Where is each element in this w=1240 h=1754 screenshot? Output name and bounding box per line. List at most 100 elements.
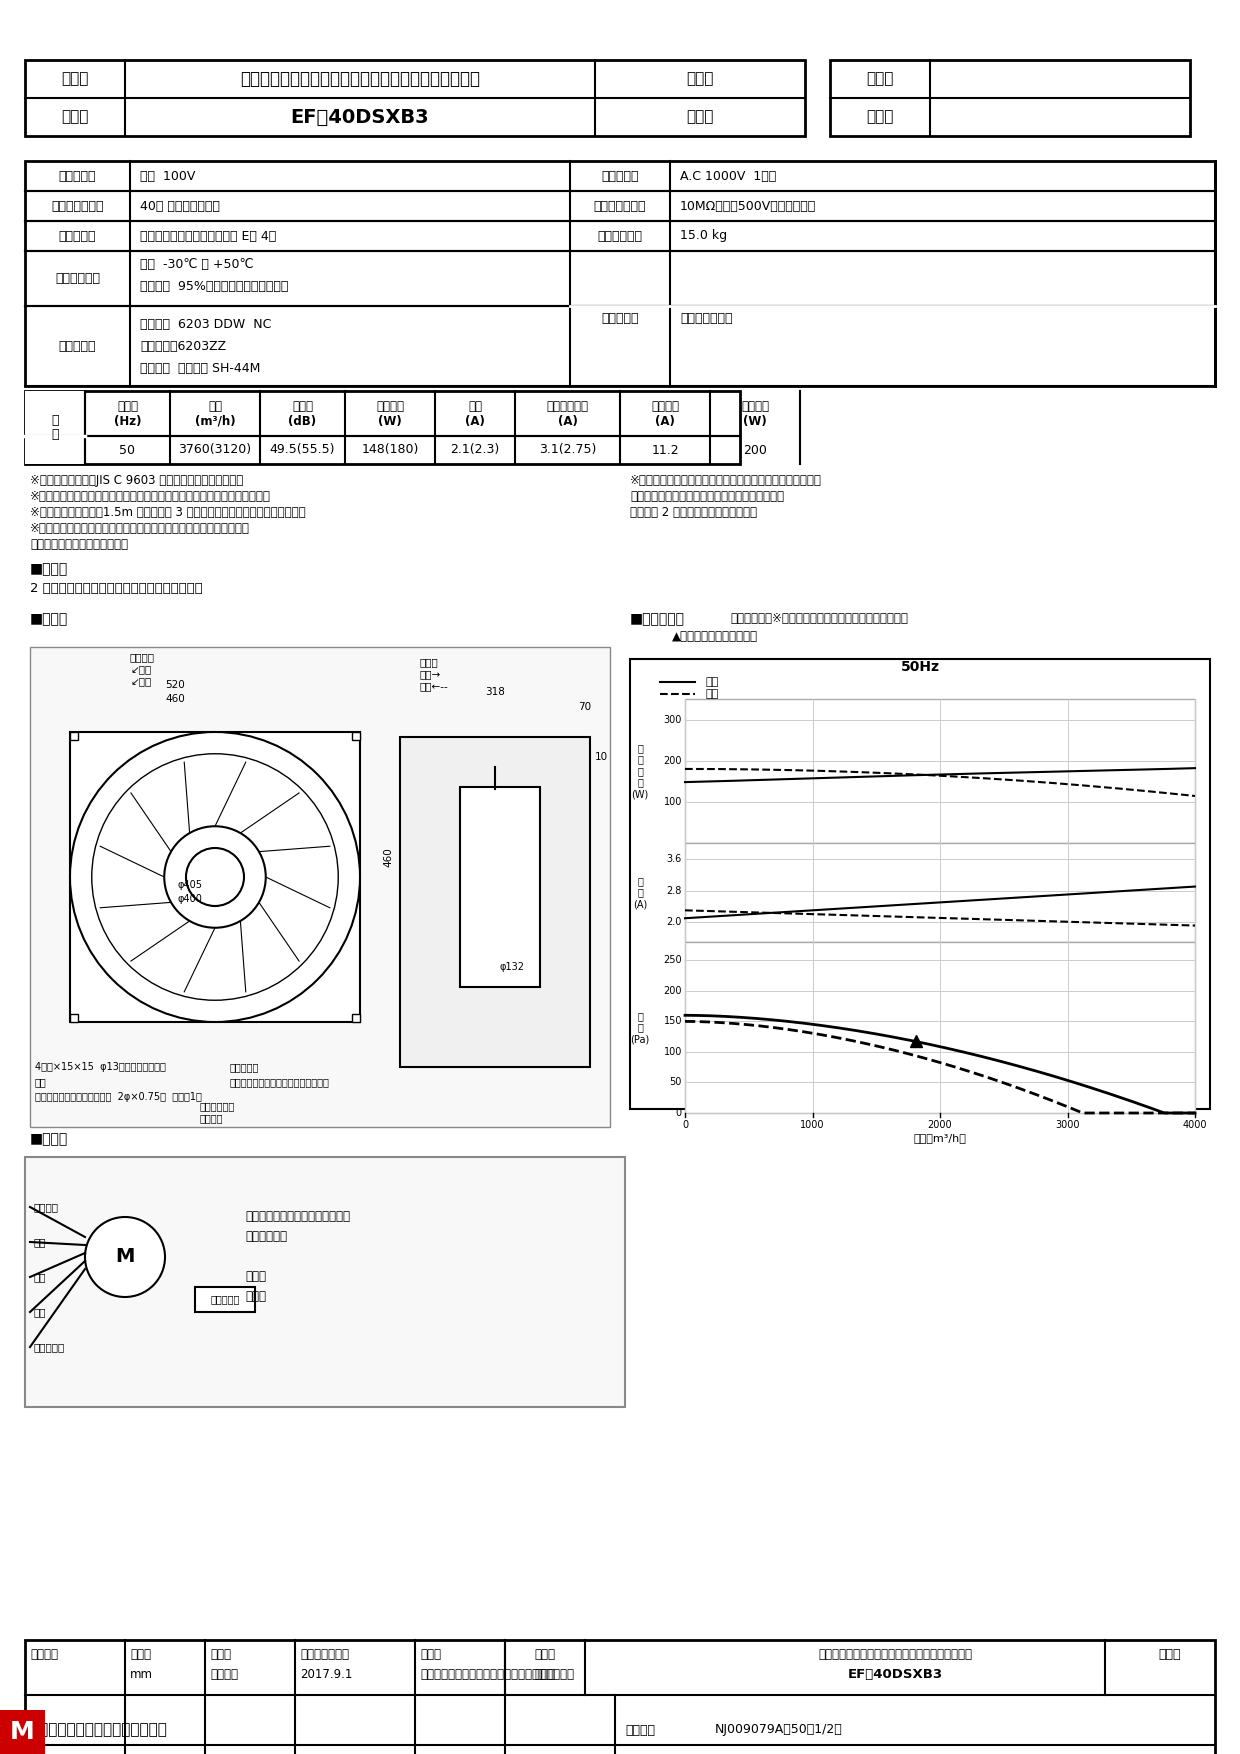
- Bar: [684, 942, 1195, 1114]
- Circle shape: [86, 1217, 165, 1296]
- Text: 排気→: 排気→: [420, 668, 441, 679]
- Bar: [352, 731, 360, 740]
- Text: ■お願い: ■お願い: [30, 561, 68, 575]
- Text: 単　位: 単 位: [130, 1649, 151, 1661]
- Text: 3760(3120): 3760(3120): [179, 444, 252, 456]
- Text: 給気の場合の
羽根位置: 給気の場合の 羽根位置: [200, 1102, 236, 1123]
- Text: 全閉形コンデンサ誘導電動機 E種 4極: 全閉形コンデンサ誘導電動機 E種 4極: [140, 230, 277, 242]
- Circle shape: [186, 847, 244, 907]
- Text: 消費電力
(W): 消費電力 (W): [376, 400, 404, 428]
- Text: 三菱電機株式会社　中津川製作所: 三菱電機株式会社 中津川製作所: [30, 1722, 167, 1738]
- Text: 静
圧
(Pa): 静 圧 (Pa): [630, 1010, 650, 1044]
- Text: 2.8: 2.8: [667, 886, 682, 896]
- Bar: [25, 161, 1215, 386]
- Bar: [684, 700, 1195, 844]
- Text: 耐　電　圧: 耐 電 圧: [601, 170, 639, 182]
- Text: 取付: 取付: [35, 1077, 47, 1087]
- Text: φ405: φ405: [177, 881, 202, 889]
- Text: コンデンサ: コンデンサ: [211, 1294, 239, 1303]
- Text: ステンレス地色: ステンレス地色: [680, 312, 733, 324]
- Text: 負荷側　  6203 DDW  NC: 負荷側 6203 DDW NC: [140, 317, 272, 330]
- Text: 100: 100: [663, 1047, 682, 1058]
- Text: 0: 0: [682, 1121, 688, 1130]
- Text: 消
費
電
力
(W): 消 費 電 力 (W): [631, 742, 649, 800]
- Text: 周波数
(Hz): 周波数 (Hz): [114, 400, 141, 428]
- Bar: [830, 60, 1190, 137]
- Text: 3.1(2.75): 3.1(2.75): [539, 444, 596, 456]
- Text: 色　　　調: 色 調: [601, 312, 639, 324]
- Text: 産業用有圧換気扇（低騒音形ステンレスタイプ）: 産業用有圧換気扇（低騒音形ステンレスタイプ）: [420, 1668, 574, 1682]
- Text: 風量（m³/h）: 風量（m³/h）: [914, 1133, 966, 1144]
- Text: 電
流
(A): 電 流 (A): [632, 875, 647, 909]
- Text: 質　　　　量: 質 量: [598, 230, 642, 242]
- Text: 11.2: 11.2: [651, 444, 678, 456]
- Bar: [401, 737, 590, 1066]
- Text: 50: 50: [670, 1077, 682, 1087]
- Text: アカ: アカ: [33, 1307, 46, 1317]
- Text: 40㎝ 金属製軸流羽根: 40㎝ 金属製軸流羽根: [140, 200, 219, 212]
- Text: 絶　縁　抵　抗: 絶 縁 抵 抗: [594, 200, 646, 212]
- Bar: [684, 844, 1195, 942]
- Text: 250: 250: [663, 956, 682, 965]
- Text: 460: 460: [165, 695, 185, 703]
- Text: 給気: 給気: [706, 689, 718, 700]
- Text: 整理番号: 整理番号: [625, 1724, 655, 1736]
- Text: 460: 460: [383, 847, 393, 866]
- Text: 回転方向: 回転方向: [130, 652, 155, 661]
- Text: ア－ス線: ア－ス線: [33, 1201, 58, 1212]
- Text: 三菱産業用有圧換気扇（低騒音形ステンレスタイプ）: 三菱産業用有圧換気扇（低騒音形ステンレスタイプ）: [241, 70, 480, 88]
- Text: クロ: クロ: [33, 1272, 46, 1282]
- Bar: [69, 1014, 78, 1023]
- Text: 形　名: 形 名: [534, 1668, 556, 1682]
- Text: 100: 100: [663, 796, 682, 807]
- Bar: [69, 731, 78, 740]
- Bar: [25, 391, 86, 465]
- Bar: [25, 1158, 625, 1407]
- Text: （詳細は 2 ページをご参照ください）: （詳細は 2 ページをご参照ください）: [630, 505, 756, 519]
- Text: ■外形図: ■外形図: [30, 612, 68, 626]
- Text: φ132: φ132: [500, 961, 525, 972]
- Text: 300: 300: [663, 714, 682, 724]
- Text: 70: 70: [578, 702, 591, 712]
- Text: （　）表示は給気時の値です。: （ ）表示は給気時の値です。: [30, 538, 128, 551]
- Text: ※風量はオリフィスチャンバー法による。: ※風量はオリフィスチャンバー法による。: [730, 612, 908, 626]
- Text: NJ009079A－50（1/2）: NJ009079A－50（1/2）: [715, 1724, 843, 1736]
- Text: 作　成　日　付: 作 成 日 付: [300, 1649, 348, 1661]
- Text: 給気←--: 給気←--: [420, 681, 449, 691]
- Text: 150: 150: [663, 1016, 682, 1026]
- Bar: [630, 660, 1210, 1109]
- Text: 使用周囲条件: 使用周囲条件: [55, 272, 100, 284]
- Text: 0: 0: [676, 1109, 682, 1117]
- Text: シロ: シロ: [33, 1237, 46, 1247]
- Text: 10: 10: [595, 752, 608, 761]
- Text: 非比例尺: 非比例尺: [210, 1668, 238, 1682]
- Text: 50Hz: 50Hz: [900, 660, 940, 674]
- Bar: [352, 1014, 360, 1023]
- Text: 給気使用のときは、アカとシロを: 給気使用のときは、アカとシロを: [246, 1210, 350, 1224]
- Text: 520: 520: [165, 681, 185, 689]
- Text: 風量
(m³/h): 風量 (m³/h): [195, 400, 236, 428]
- Text: 特殊難燃ビニルキャブタイヤケーブル: 特殊難燃ビニルキャブタイヤケーブル: [229, 1077, 330, 1087]
- Text: 形　名: 形 名: [61, 109, 89, 125]
- Text: キイロガイ: キイロガイ: [33, 1342, 64, 1352]
- Text: ▲印より右が使用可能範囲: ▲印より右が使用可能範囲: [672, 630, 758, 644]
- Bar: [30, 647, 610, 1128]
- Text: アースネジ: アースネジ: [229, 1061, 259, 1072]
- Text: 品　名: 品 名: [534, 1649, 556, 1661]
- Text: 仕様書: 仕様書: [1158, 1649, 1182, 1661]
- Text: 品　名: 品 名: [420, 1649, 441, 1661]
- Text: 2 ページ目の注意事項を必ずご参照ください。: 2 ページ目の注意事項を必ずご参照ください。: [30, 582, 203, 596]
- Circle shape: [69, 731, 360, 1023]
- Text: 3000: 3000: [1055, 1121, 1080, 1130]
- Text: 200: 200: [663, 986, 682, 996]
- Text: ※この商品は羽根の付換えと結線の変更により給気で使用できます。: ※この商品は羽根の付換えと結線の変更により給気で使用できます。: [30, 523, 250, 535]
- Text: グリス　  シリコン SH-44M: グリス シリコン SH-44M: [140, 361, 260, 375]
- Text: 温度  -30℃ ～ +50℃: 温度 -30℃ ～ +50℃: [140, 258, 253, 272]
- Bar: [0, 1710, 45, 1754]
- Text: 2.1(2.3): 2.1(2.3): [450, 444, 500, 456]
- Text: 排気: 排気: [706, 677, 718, 688]
- Text: 記　号: 記 号: [686, 109, 714, 125]
- Text: 148(180): 148(180): [361, 444, 419, 456]
- Text: ↙給気: ↙給気: [130, 675, 151, 686]
- Text: φ400: φ400: [177, 895, 202, 903]
